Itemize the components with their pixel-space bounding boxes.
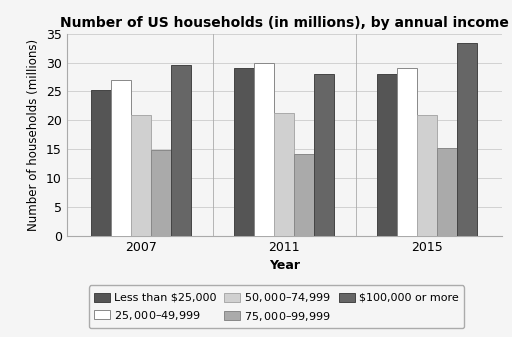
Bar bbox=[437, 148, 457, 236]
Bar bbox=[417, 115, 437, 236]
Bar bbox=[294, 154, 314, 236]
Bar bbox=[314, 74, 334, 236]
Bar bbox=[397, 68, 417, 236]
Bar bbox=[254, 63, 274, 236]
Bar bbox=[171, 65, 191, 236]
Bar bbox=[377, 73, 397, 236]
Bar bbox=[234, 68, 254, 236]
X-axis label: Year: Year bbox=[269, 259, 300, 272]
Y-axis label: Number of households (millions): Number of households (millions) bbox=[27, 39, 40, 231]
Title: Number of US households (in millions), by annual income: Number of US households (in millions), b… bbox=[60, 16, 508, 30]
Bar bbox=[151, 150, 171, 236]
Bar bbox=[274, 114, 294, 236]
Bar bbox=[457, 43, 477, 236]
Bar bbox=[111, 80, 131, 236]
Bar bbox=[131, 115, 151, 236]
Legend: Less than $25,000, $25,000–$49,999, $50,000–$74,999, $75,000–$99,999, $100,000 o: Less than $25,000, $25,000–$49,999, $50,… bbox=[89, 285, 464, 328]
Bar bbox=[91, 90, 111, 236]
